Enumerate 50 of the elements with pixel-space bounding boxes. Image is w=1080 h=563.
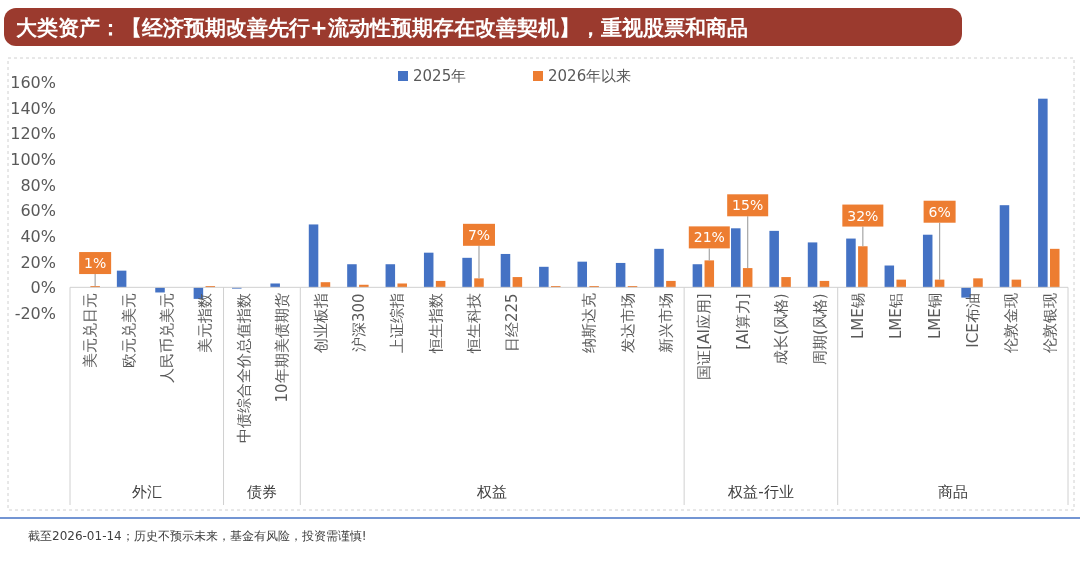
- x-tick-label: 日经225: [503, 293, 522, 352]
- y-tick-label: 160%: [10, 73, 56, 92]
- x-tick-label: 美元指数: [196, 293, 215, 354]
- x-tick-label: ICE布油: [964, 293, 983, 348]
- y-tick-label: 0%: [30, 278, 56, 298]
- x-tick-label: 10年期美债期货: [273, 293, 292, 403]
- y-tick-label: 60%: [20, 201, 56, 221]
- text: 债券: [246, 483, 277, 501]
- x-tick-label: LME铜: [925, 293, 944, 340]
- x-tick-label: 中债综合全价总值指数: [234, 293, 253, 444]
- x-tick-label: 发达市场: [618, 293, 637, 354]
- x-tick-label: 恒生科技: [465, 293, 484, 355]
- x-tick-label: 国证[AI应用]: [695, 293, 714, 380]
- legend-label: 2026年以来: [548, 67, 632, 85]
- y-tick-label: 80%: [20, 175, 56, 195]
- x-tick-label: [AI算力]: [733, 293, 752, 350]
- y-tick-label: 120%: [10, 124, 56, 144]
- x-tick-label: 欧元兑美元: [119, 293, 138, 369]
- text: 权益-行业: [727, 483, 794, 501]
- data-label: 21%: [693, 229, 725, 246]
- x-tick-label: 恒生指数: [426, 293, 445, 355]
- y-tick-label: -20%: [14, 304, 56, 323]
- x-tick-label: 新兴市场: [656, 293, 675, 354]
- text: 商品: [937, 483, 968, 501]
- x-tick-label: 人民币兑美元: [157, 293, 176, 384]
- data-label: 6%: [928, 203, 951, 220]
- data-label: 7%: [467, 226, 491, 243]
- x-tick-label: LME锡: [848, 293, 867, 340]
- x-tick-label: 伦敦金现: [1002, 293, 1021, 354]
- chart-title: 大类资产：【经济预期改善先行+流动性预期存在改善契机】，重视股票和商品: [16, 16, 748, 40]
- y-tick-label: 100%: [10, 150, 56, 169]
- y-tick-label: 140%: [10, 98, 56, 118]
- data-label: 32%: [847, 207, 879, 224]
- text: 截至2026-01-14；历史不预示未来，基金有风险，投资需谨慎!: [28, 529, 367, 543]
- text: 外汇: [131, 483, 162, 501]
- x-tick-label: 创业板指: [311, 293, 330, 354]
- text: 权益: [476, 483, 508, 501]
- x-tick-label: 周期(风格): [810, 293, 829, 366]
- x-tick-label: 伦敦银现: [1040, 293, 1059, 354]
- y-tick-label: 40%: [20, 227, 56, 246]
- x-tick-label: 纳斯达克: [580, 293, 599, 354]
- y-tick-label: 20%: [20, 252, 56, 272]
- x-tick-label: 美元兑日元: [81, 293, 100, 369]
- data-label: 1%: [84, 255, 107, 272]
- data-label: 15%: [732, 197, 764, 214]
- legend-label: 2025年: [413, 67, 467, 85]
- x-tick-label: 沪深300: [349, 293, 368, 352]
- x-tick-label: LME铝: [887, 293, 906, 340]
- x-tick-label: 上证综指: [388, 293, 407, 354]
- x-tick-label: 成长(风格): [772, 293, 791, 366]
